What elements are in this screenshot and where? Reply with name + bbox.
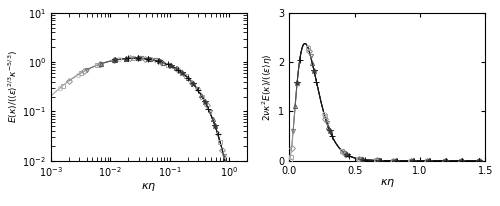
- X-axis label: $\kappa\eta$: $\kappa\eta$: [142, 181, 156, 193]
- X-axis label: $\kappa\eta$: $\kappa\eta$: [380, 177, 395, 189]
- Y-axis label: $E(\kappa)/(\langle\epsilon\rangle^{2/3}\kappa^{-5/3})$: $E(\kappa)/(\langle\epsilon\rangle^{2/3}…: [7, 50, 20, 123]
- Y-axis label: $2\nu\kappa^2 E(\kappa)/(\langle\epsilon\rangle\eta)$: $2\nu\kappa^2 E(\kappa)/(\langle\epsilon…: [261, 53, 276, 121]
